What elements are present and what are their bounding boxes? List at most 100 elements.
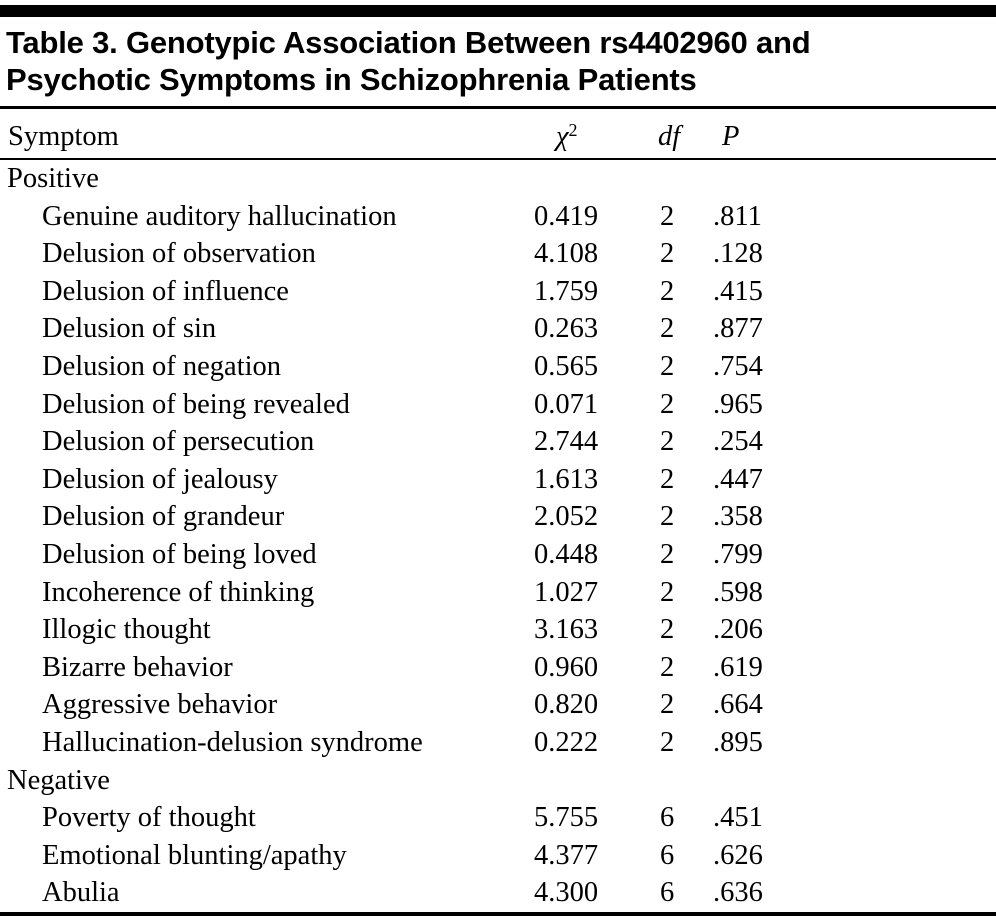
symptom-cell: Poverty of thought bbox=[42, 802, 256, 834]
symptom-cell: Delusion of persecution bbox=[42, 426, 315, 458]
df-cell: 2 bbox=[660, 651, 675, 683]
df-cell: 2 bbox=[660, 275, 675, 307]
table-row: Delusion of being revealed 0.071 2 .965 bbox=[0, 386, 996, 424]
table-row: Hallucination-delusion syndrome 0.222 2 … bbox=[0, 724, 996, 762]
chi2-cell: 0.222 bbox=[534, 726, 599, 758]
symptom-cell: Delusion of sin bbox=[42, 313, 217, 345]
group-row: Positive bbox=[0, 159, 996, 198]
p-cell: .451 bbox=[713, 802, 763, 834]
table-row: Bizarre behavior 0.960 2 .619 bbox=[0, 649, 996, 687]
chi2-cell: 0.419 bbox=[534, 200, 599, 232]
p-cell: .206 bbox=[713, 614, 763, 646]
group-row: Negative bbox=[0, 762, 996, 800]
chi2-cell: 2.744 bbox=[534, 426, 599, 458]
chi2-cell: 0.960 bbox=[534, 651, 599, 683]
chi2-cell: 1.613 bbox=[534, 463, 599, 495]
symptom-cell: Abulia bbox=[42, 877, 120, 909]
df-cell: 2 bbox=[660, 726, 675, 758]
symptom-cell: Emotional blunting/apathy bbox=[42, 839, 347, 871]
group-label: Negative bbox=[7, 764, 110, 796]
header-symptom: Symptom bbox=[0, 109, 530, 160]
table-row: Delusion of negation 0.565 2 .754 bbox=[0, 348, 996, 386]
symptom-cell: Delusion of negation bbox=[42, 350, 282, 382]
chi2-cell: 0.263 bbox=[534, 313, 599, 345]
p-cell: .358 bbox=[713, 501, 763, 533]
table-row: Delusion of grandeur 2.052 2 .358 bbox=[0, 498, 996, 536]
df-cell: 2 bbox=[660, 614, 675, 646]
table-body: Positive Genuine auditory hallucination … bbox=[0, 159, 996, 912]
p-cell: .799 bbox=[713, 538, 763, 570]
p-cell: .254 bbox=[713, 426, 763, 458]
symptom-cell: Bizarre behavior bbox=[42, 651, 233, 683]
table-row: Delusion of observation 4.108 2 .128 bbox=[0, 235, 996, 273]
symptom-cell: Delusion of jealousy bbox=[42, 463, 278, 495]
chi2-cell: 0.565 bbox=[534, 350, 599, 382]
symptom-cell: Aggressive behavior bbox=[42, 689, 278, 721]
p-cell: .877 bbox=[713, 313, 763, 345]
chi-superscript: 2 bbox=[568, 120, 578, 140]
p-cell: .415 bbox=[713, 275, 763, 307]
p-cell: .598 bbox=[713, 576, 763, 608]
symptom-cell: Delusion of being revealed bbox=[42, 388, 350, 420]
chi2-cell: 4.108 bbox=[534, 238, 599, 270]
df-cell: 2 bbox=[660, 350, 675, 382]
group-label: Positive bbox=[7, 163, 99, 194]
symptom-cell: Delusion of being loved bbox=[42, 538, 317, 570]
header-df: df bbox=[658, 109, 710, 160]
chi2-cell: 3.163 bbox=[534, 614, 599, 646]
p-cell: .664 bbox=[713, 689, 763, 721]
table-row: Aggressive behavior 0.820 2 .664 bbox=[0, 686, 996, 724]
symptom-cell: Incoherence of thinking bbox=[42, 576, 315, 608]
symptom-cell: Illogic thought bbox=[42, 614, 211, 646]
df-cell: 2 bbox=[660, 426, 675, 458]
table-row: Genuine auditory hallucination 0.419 2 .… bbox=[0, 198, 996, 236]
symptom-cell: Delusion of influence bbox=[42, 275, 289, 307]
table-row: Abulia 4.300 6 .636 bbox=[0, 874, 996, 912]
header-row: Symptom χ2 df P bbox=[0, 109, 996, 160]
table-title: Table 3. Genotypic Association Between r… bbox=[6, 25, 811, 97]
table-top-rule bbox=[0, 5, 996, 17]
table-row: Emotional blunting/apathy 4.377 6 .626 bbox=[0, 837, 996, 875]
table-row: Delusion of being loved 0.448 2 .799 bbox=[0, 536, 996, 574]
symptom-cell: Delusion of grandeur bbox=[42, 501, 285, 533]
header-p: P bbox=[710, 109, 996, 160]
p-cell: .811 bbox=[713, 200, 762, 232]
chi-symbol: χ bbox=[556, 121, 569, 152]
df-cell: 2 bbox=[660, 200, 675, 232]
p-cell: .636 bbox=[713, 877, 763, 909]
p-cell: .619 bbox=[713, 651, 763, 683]
p-cell: .626 bbox=[713, 839, 763, 871]
title-rule bbox=[0, 106, 996, 109]
symptom-cell: Hallucination-delusion syndrome bbox=[42, 726, 423, 758]
data-table: Symptom χ2 df P Positive Genuine auditor… bbox=[0, 109, 996, 912]
p-cell: .965 bbox=[713, 388, 763, 420]
df-cell: 2 bbox=[660, 238, 675, 270]
p-cell: .895 bbox=[713, 726, 763, 758]
df-cell: 2 bbox=[660, 463, 675, 495]
chi2-cell: 1.759 bbox=[534, 275, 599, 307]
table-row: Incoherence of thinking 1.027 2 .598 bbox=[0, 574, 996, 612]
df-cell: 2 bbox=[660, 313, 675, 345]
df-cell: 6 bbox=[660, 839, 675, 871]
df-cell: 2 bbox=[660, 538, 675, 570]
table-row: Poverty of thought 5.755 6 .451 bbox=[0, 799, 996, 837]
table-row: Delusion of influence 1.759 2 .415 bbox=[0, 273, 996, 311]
chi2-cell: 1.027 bbox=[534, 576, 599, 608]
table-header: Symptom χ2 df P bbox=[0, 109, 996, 160]
p-cell: .754 bbox=[713, 350, 763, 382]
table-bottom-rule bbox=[0, 911, 996, 916]
df-cell: 6 bbox=[660, 802, 675, 834]
chi2-cell: 0.071 bbox=[534, 388, 599, 420]
symptom-cell: Genuine auditory hallucination bbox=[42, 200, 397, 232]
chi2-cell: 0.448 bbox=[534, 538, 599, 570]
table-row: Illogic thought 3.163 2 .206 bbox=[0, 611, 996, 649]
symptom-cell: Delusion of observation bbox=[42, 238, 316, 270]
df-cell: 6 bbox=[660, 877, 675, 909]
table-row: Delusion of persecution 2.744 2 .254 bbox=[0, 423, 996, 461]
df-cell: 2 bbox=[660, 576, 675, 608]
table-row: Delusion of jealousy 1.613 2 .447 bbox=[0, 461, 996, 499]
df-cell: 2 bbox=[660, 388, 675, 420]
p-cell: .447 bbox=[713, 463, 763, 495]
chi2-cell: 5.755 bbox=[534, 802, 599, 834]
